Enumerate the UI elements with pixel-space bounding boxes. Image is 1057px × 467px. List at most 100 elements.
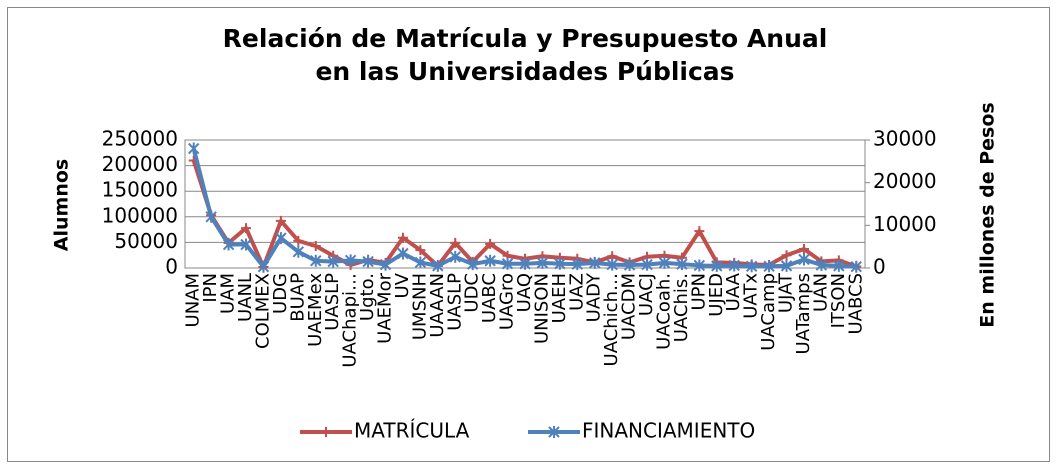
- y-tick-label: 200000: [102, 152, 178, 176]
- data-point: [763, 260, 775, 273]
- x-tick-label: UDG: [270, 273, 291, 314]
- x-tick-label: UACamp: [758, 273, 779, 351]
- data-point: [397, 247, 409, 260]
- data-point: [501, 257, 514, 270]
- marker: [501, 257, 514, 270]
- marker: [745, 260, 758, 273]
- marker: [450, 237, 461, 248]
- data-point: [519, 257, 531, 270]
- y-tick-label: 250000: [102, 127, 178, 151]
- data-point: [240, 238, 252, 251]
- data-point: [798, 244, 809, 255]
- x-tick-label: UAAAN: [427, 273, 448, 338]
- x-tick-label: UAEMex: [305, 273, 326, 347]
- y-tick-label: 150000: [102, 178, 178, 202]
- data-point: [850, 260, 862, 273]
- marker: [711, 259, 723, 272]
- marker: [658, 256, 671, 269]
- y2-tick-label: 10000: [873, 212, 937, 236]
- x-tick-label: UNISON: [531, 273, 552, 344]
- data-point: [571, 258, 584, 271]
- marker: [781, 250, 792, 261]
- x-tick-label: UABCS: [845, 273, 866, 335]
- marker: [414, 256, 427, 269]
- marker: [310, 254, 322, 267]
- marker: [815, 259, 828, 272]
- marker: [694, 226, 705, 237]
- x-tick-label: UASLP: [322, 273, 343, 331]
- y-tick-label: 100000: [102, 203, 178, 227]
- legend-marker: [321, 427, 331, 437]
- x-tick-label: UATx: [741, 273, 762, 319]
- marker: [275, 232, 287, 245]
- x-tick-label: UAEMor: [375, 272, 396, 343]
- marker: [519, 257, 531, 270]
- x-tick-label: UMSNH: [409, 273, 430, 340]
- marker: [222, 238, 235, 251]
- data-point: [310, 254, 322, 267]
- marker: [798, 244, 809, 255]
- legend-label: MATRÍCULA: [354, 419, 470, 443]
- x-tick-label: UACoah.: [653, 273, 674, 350]
- marker: [536, 256, 549, 269]
- marker: [589, 256, 601, 269]
- data-point: [362, 255, 374, 268]
- data-point: [466, 258, 479, 271]
- marker: [449, 250, 461, 263]
- marker: [780, 259, 793, 272]
- data-point: [693, 259, 706, 272]
- y-tick-label: 50000: [114, 229, 178, 253]
- marker: [379, 258, 392, 271]
- x-tick-label: UAM: [218, 273, 239, 314]
- marker: [548, 426, 560, 438]
- x-tick-label: UADY: [584, 272, 605, 322]
- x-tick-label: ITSON: [828, 273, 849, 328]
- marker: [344, 254, 357, 267]
- data-point: [222, 238, 235, 251]
- data-point: [241, 223, 252, 234]
- marker: [205, 210, 217, 223]
- marker: [257, 260, 270, 273]
- x-tick-label: COLMEX: [252, 273, 273, 349]
- x-tick-label: UAChich…: [601, 273, 622, 366]
- marker: [641, 258, 653, 271]
- marker: [554, 257, 566, 270]
- x-tick-label: UPN: [688, 273, 709, 311]
- x-tick-label: Ugto.: [357, 273, 378, 321]
- y-tick-label: 0: [165, 255, 178, 279]
- x-tick-label: UAGro: [497, 273, 518, 330]
- marker: [763, 260, 775, 273]
- data-point: [257, 260, 270, 273]
- marker: [241, 223, 252, 234]
- data-point: [781, 250, 792, 261]
- x-tick-label: UAEH: [549, 273, 570, 323]
- marker: [728, 259, 740, 272]
- marker: [397, 247, 409, 260]
- data-point: [641, 258, 653, 271]
- data-point: [676, 258, 688, 271]
- data-point: [485, 238, 496, 249]
- marker: [240, 238, 252, 251]
- data-point: [658, 256, 671, 269]
- marker: [484, 254, 496, 267]
- x-tick-label: IPN: [200, 273, 221, 303]
- data-point: [292, 245, 305, 258]
- x-tick-label: UDC: [462, 273, 483, 313]
- y2-tick-label: 20000: [873, 169, 937, 193]
- data-point: [833, 259, 845, 272]
- data-point: [554, 257, 566, 270]
- x-tick-label: UAA: [723, 272, 744, 311]
- data-point: [728, 259, 740, 272]
- data-point: [780, 259, 793, 272]
- data-point: [536, 256, 549, 269]
- data-point: [711, 259, 723, 272]
- data-point: [815, 259, 828, 272]
- data-point: [798, 253, 810, 266]
- x-tick-label: UAZ: [566, 273, 587, 311]
- marker: [362, 255, 374, 268]
- y2-tick-label: 0: [873, 255, 886, 279]
- data-point: [379, 258, 392, 271]
- marker: [292, 245, 305, 258]
